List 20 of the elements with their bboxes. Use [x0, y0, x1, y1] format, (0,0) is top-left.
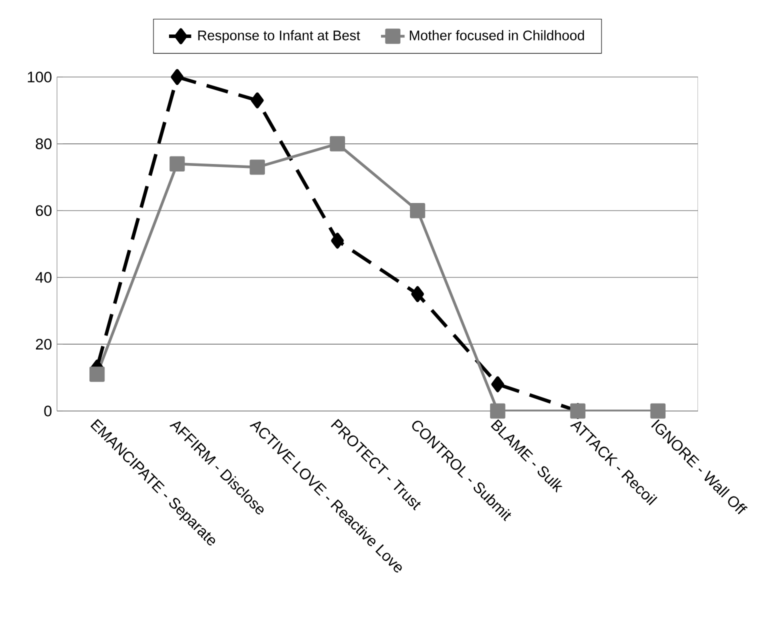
point	[170, 156, 185, 172]
y-tick-label: 40	[36, 272, 52, 283]
point	[410, 202, 426, 218]
legend-label: Response to Infant at Best	[198, 30, 360, 44]
point	[250, 92, 264, 108]
point	[330, 136, 346, 152]
y-tick-label: 100	[28, 72, 52, 82]
point	[250, 160, 265, 175]
point	[170, 69, 184, 85]
y-tick-label: 20	[36, 338, 52, 350]
point	[89, 366, 105, 382]
point	[650, 403, 666, 419]
point	[331, 232, 344, 249]
point	[490, 403, 506, 419]
legend-label: Mother focused in Childhood	[410, 30, 584, 40]
point	[491, 376, 504, 392]
y-tick-label: 0	[44, 406, 52, 416]
y-tick-label: 60	[36, 205, 52, 216]
point	[411, 286, 424, 302]
y-tick-label: 80	[36, 138, 52, 150]
